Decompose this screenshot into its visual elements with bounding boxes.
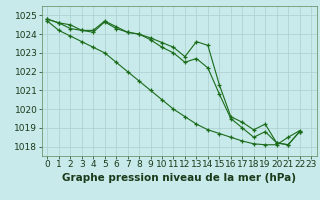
- X-axis label: Graphe pression niveau de la mer (hPa): Graphe pression niveau de la mer (hPa): [62, 173, 296, 183]
